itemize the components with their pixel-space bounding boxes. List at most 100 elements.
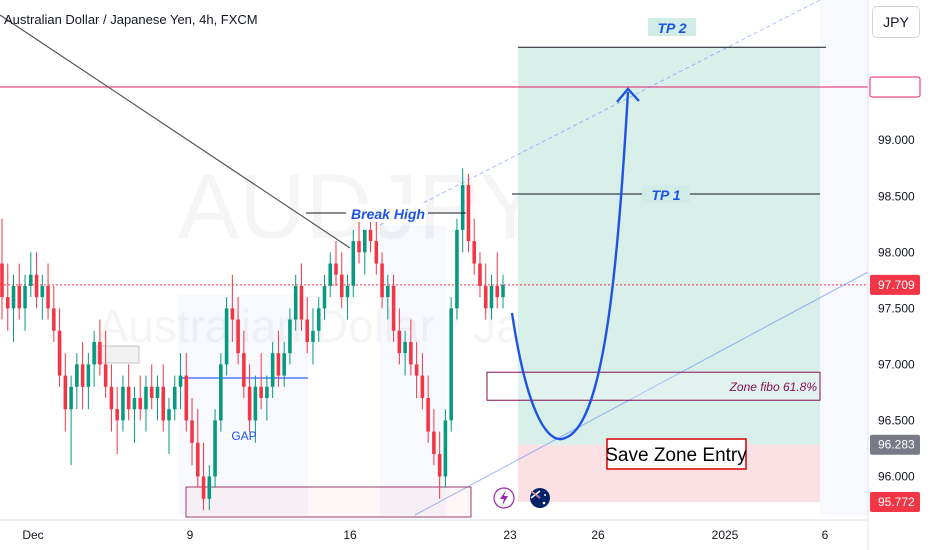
candle [69, 375, 73, 466]
candle-body [339, 274, 344, 298]
price-scale[interactable]: 96.000 96.500 97.000 97.500 98.000 98.500 99.0… [878, 133, 915, 483]
gap-box[interactable] [96, 345, 140, 364]
candle [328, 252, 333, 298]
candle-body [178, 375, 183, 387]
candle-body [57, 330, 62, 376]
candle [144, 375, 148, 432]
time-tick-label: 9 [187, 528, 194, 542]
candle-body [322, 285, 327, 309]
channel-extension-line[interactable] [379, 0, 821, 226]
profit-zone[interactable] [518, 47, 820, 445]
candle-body [374, 241, 379, 264]
price-pill: 96.283 [870, 434, 920, 455]
candle-body [103, 364, 108, 387]
time-tick-label: 6 [822, 528, 829, 542]
time-tick-label: 26 [591, 528, 605, 542]
australia-flag-icon[interactable] [530, 488, 550, 508]
candle [5, 263, 10, 331]
candle-body [184, 375, 189, 421]
candle-body [368, 229, 373, 242]
candle [121, 375, 125, 432]
candle [339, 252, 344, 309]
tp2-label-bg [648, 18, 696, 36]
currency-button[interactable]: JPY [872, 6, 920, 38]
candle [224, 297, 229, 376]
candle [265, 375, 269, 421]
zone-fibo-box[interactable] [486, 371, 821, 401]
candle-body [207, 476, 212, 499]
tp1-label-bg [642, 185, 690, 203]
candle [363, 229, 367, 275]
candle-body [52, 308, 56, 331]
candle [259, 353, 263, 410]
candle-body [397, 330, 402, 354]
candle [178, 353, 183, 410]
candle [345, 274, 350, 320]
candle [368, 218, 373, 253]
candle [288, 308, 292, 365]
candle-body [69, 386, 73, 410]
candle-body [276, 353, 281, 376]
candle [236, 297, 240, 365]
candle [109, 364, 114, 432]
projected-path-curve[interactable] [510, 91, 630, 441]
candle [501, 274, 505, 309]
chart-title: Australian Dollar / Japanese Yen, 4h, FX… [4, 12, 258, 27]
candle [23, 274, 27, 331]
price-pill: 95.772 [870, 492, 920, 512]
price-tick-label: 99.000 [878, 133, 915, 147]
candle [161, 364, 166, 432]
candle-body [478, 263, 482, 286]
candle-body [443, 420, 448, 477]
price-tick-label: 98.500 [878, 189, 915, 203]
candle-body [138, 397, 142, 410]
candle [414, 341, 419, 398]
candle-body [270, 353, 275, 387]
price-tick-label: 96.500 [878, 413, 915, 427]
candle-body [23, 285, 27, 309]
candle-body [34, 274, 39, 298]
lightning-icon[interactable] [493, 487, 515, 509]
support-box[interactable] [185, 486, 472, 518]
candle-body [380, 263, 384, 298]
candle [34, 252, 39, 309]
candle-body [0, 263, 4, 298]
price-tick-label: 97.500 [878, 301, 915, 315]
candle-body [121, 386, 125, 421]
save-zone-entry-label: Save Zone Entry [605, 445, 747, 466]
save-zone-entry-box[interactable] [606, 438, 747, 470]
candle-body [224, 308, 229, 365]
candle-body [144, 386, 148, 410]
candle [483, 263, 488, 320]
candle [172, 375, 177, 421]
candle [420, 353, 425, 410]
candle-body [501, 284, 505, 298]
candle-body [190, 420, 194, 443]
time-scale[interactable]: Dec 9 16 23 26 2025 6 [22, 528, 828, 542]
candle [276, 330, 281, 387]
candle-body [167, 409, 171, 421]
candle [443, 409, 448, 488]
candle-body [126, 386, 131, 410]
candle-body [17, 285, 22, 309]
candle-body [299, 285, 304, 320]
candle [334, 241, 338, 286]
ascending-trendline[interactable] [414, 271, 869, 516]
candle [167, 397, 171, 455]
candle-body [460, 185, 465, 230]
candle-body [449, 308, 453, 421]
candle-body [259, 386, 263, 398]
candle [270, 341, 275, 398]
candle-body [11, 285, 16, 309]
candle-body [357, 241, 361, 253]
candle-body [40, 285, 45, 298]
candle-body [437, 454, 442, 477]
candle [293, 274, 298, 331]
candle [380, 252, 384, 309]
projected-path-arrowhead [616, 87, 640, 103]
candle [184, 353, 189, 432]
descending-trendline[interactable] [0, 14, 351, 249]
candle [98, 319, 102, 376]
break-high-label-bg [348, 204, 426, 222]
